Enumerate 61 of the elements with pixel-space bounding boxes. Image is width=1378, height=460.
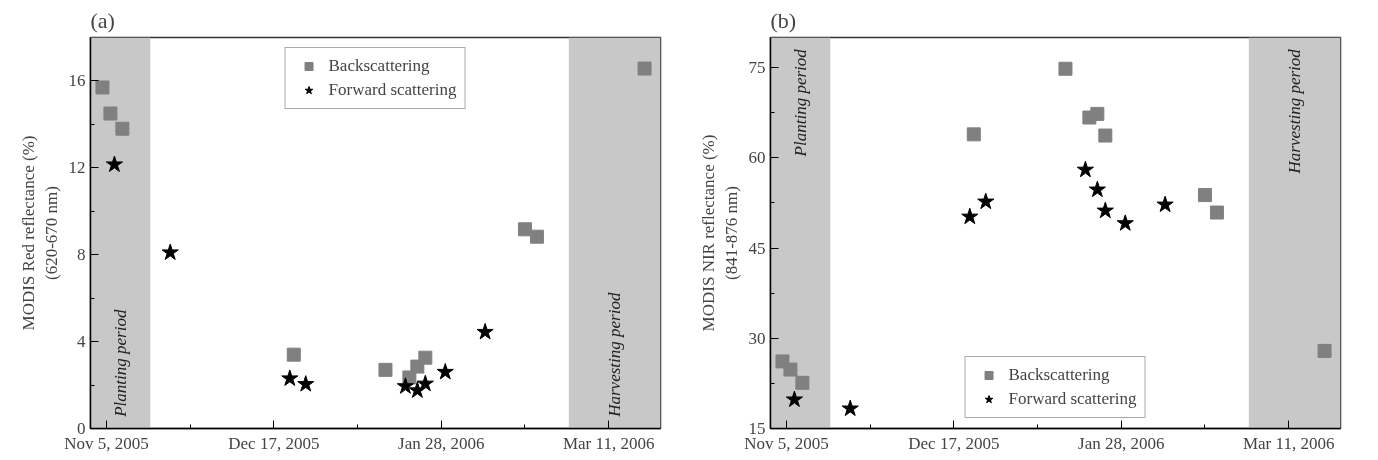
point (1116, 214, 1134, 231)
point (297, 375, 315, 392)
point (1098, 128, 1113, 143)
legend-label: Backscattering (328, 56, 430, 76)
band-label: Harvesting period (1285, 48, 1305, 175)
y-tick-label: 8 (77, 245, 86, 265)
y-axis-title: MODIS Red reflectance (%) (620-670 nm) (18, 135, 61, 331)
point (841, 399, 859, 417)
y-axis-title: MODIS NIR reflectance (%) (841-876 nm) (698, 134, 741, 332)
point (966, 127, 981, 142)
chart-title: (a) (90, 7, 115, 33)
point (95, 80, 110, 95)
legend-label: Forward scattering (1008, 389, 1137, 409)
point (396, 377, 414, 394)
legend-label: Backscattering (1008, 365, 1110, 385)
y-tick-label: 16 (68, 71, 86, 91)
x-tick-label: Mar 11, 2006 (1242, 433, 1335, 453)
y-tick-label: 60 (748, 148, 766, 168)
point (1088, 180, 1106, 198)
y-tick-label: 30 (748, 328, 766, 348)
point (785, 390, 803, 407)
point (1076, 160, 1094, 178)
point (476, 323, 494, 340)
point (1156, 195, 1174, 213)
point (416, 374, 434, 392)
point (286, 347, 301, 362)
point (281, 369, 299, 386)
legend-label: Forward scattering (328, 80, 457, 100)
point (103, 106, 118, 121)
point (418, 350, 433, 365)
point (1317, 343, 1332, 358)
chart-title: (b) (770, 7, 797, 33)
point (1090, 106, 1105, 121)
point (1096, 201, 1114, 219)
point (783, 362, 798, 377)
point (378, 362, 393, 377)
point (961, 207, 979, 225)
point (161, 243, 179, 260)
x-tick-label: Dec 17, 2005 (228, 433, 320, 453)
band-label: Planting period (790, 48, 810, 158)
point (517, 222, 532, 237)
x-tick-label: Mar 11, 2006 (562, 433, 655, 453)
y-tick-label: 12 (68, 158, 86, 178)
band-label: Harvesting period (605, 292, 625, 418)
band-label: Planting period (110, 309, 130, 418)
y-tick-label: 75 (748, 58, 766, 78)
x-tick-label: Dec 17, 2005 (908, 433, 1000, 453)
point (1197, 188, 1212, 203)
point (1209, 205, 1224, 220)
point (115, 121, 130, 136)
point (795, 375, 810, 390)
point (637, 61, 652, 76)
point (436, 363, 454, 380)
point (529, 229, 544, 244)
point (105, 155, 123, 172)
x-tick-label: Jan 28, 2006 (398, 433, 485, 453)
y-tick-label: 45 (748, 238, 766, 258)
y-tick-label: 4 (77, 332, 86, 352)
point (977, 192, 995, 210)
point (1058, 61, 1073, 76)
x-tick-label: Jan 28, 2006 (1078, 433, 1165, 453)
